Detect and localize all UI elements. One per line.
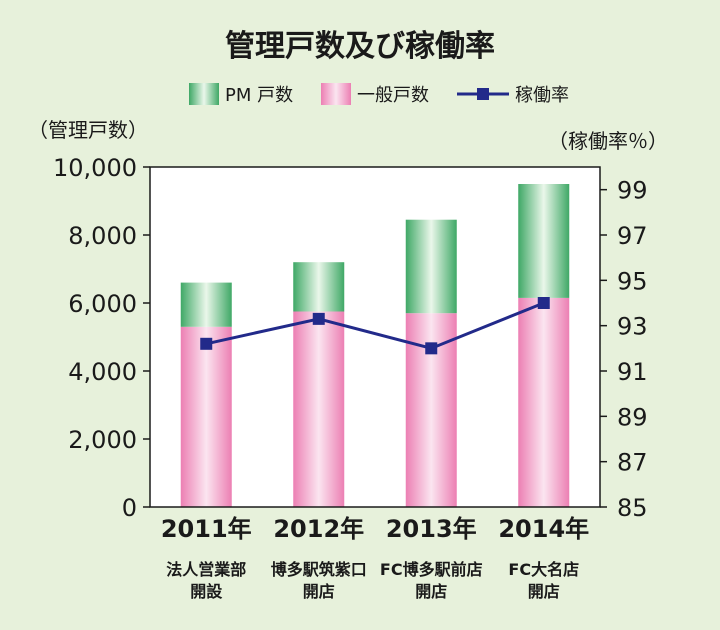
y-axis-left-label: （管理戸数） — [28, 118, 148, 142]
y-left-tick-label: 4,000 — [68, 358, 137, 386]
legend: PM 戸数 一般戸数 稼働率 — [189, 83, 569, 106]
x-category-sublabel: FC大名店 — [508, 560, 579, 579]
bar-general — [293, 311, 345, 507]
x-category-sublabel: 博多駅筑紫口 — [271, 560, 367, 579]
y-right-tick-label: 91 — [617, 358, 648, 386]
y-axis-right-ticks: 85 87 89 91 93 95 97 99 — [600, 177, 648, 522]
occupancy-line-layer — [200, 297, 550, 355]
y-right-tick-label: 89 — [617, 403, 648, 431]
bar-pm — [180, 282, 232, 327]
bar-general — [180, 326, 232, 507]
y-left-tick-label: 0 — [122, 494, 137, 522]
legend-occupancy-marker — [477, 88, 489, 100]
y-left-tick-label: 2,000 — [68, 426, 137, 454]
bar-general — [518, 297, 570, 507]
chart-title: 管理戸数及び稼働率 — [225, 29, 495, 64]
x-category-label: 2011年 — [161, 515, 252, 543]
y-left-tick-label: 8,000 — [68, 222, 137, 250]
x-category-sublabel: 開店 — [303, 582, 335, 601]
x-category-sublabel: 開店 — [528, 582, 560, 601]
x-category-sublabel: 法人営業部 — [166, 560, 246, 579]
y-right-tick-label: 95 — [617, 267, 648, 295]
legend-general-label: 一般戸数 — [357, 85, 429, 106]
legend-pm-swatch — [189, 83, 219, 105]
occupancy-point — [312, 312, 325, 325]
bar-pm — [293, 262, 345, 312]
occupancy-point — [425, 342, 438, 355]
legend-pm-label: PM 戸数 — [225, 85, 293, 106]
occupancy-line — [205, 301, 545, 350]
bars-layer — [180, 184, 570, 507]
y-left-tick-label: 6,000 — [68, 290, 137, 318]
y-right-tick-label: 85 — [617, 494, 648, 522]
legend-general-swatch — [321, 83, 351, 105]
x-axis-labels: 2011年法人営業部開設2012年博多駅筑紫口開店2013年FC博多駅前店開店2… — [161, 515, 589, 601]
x-category-label: 2014年 — [498, 515, 589, 543]
x-category-sublabel: 開店 — [415, 582, 447, 601]
y-axis-left-ticks: 0 2,000 4,000 6,000 8,000 10,000 — [53, 154, 150, 522]
bar-pm — [518, 184, 570, 298]
y-left-tick-label: 10,000 — [53, 154, 137, 182]
y-right-tick-label: 87 — [617, 449, 648, 477]
y-right-tick-label: 93 — [617, 313, 648, 341]
x-category-sublabel: FC博多駅前店 — [380, 560, 483, 579]
bar-pm — [405, 219, 457, 314]
y-right-tick-label: 97 — [617, 222, 648, 250]
legend-occupancy-label: 稼働率 — [515, 85, 569, 106]
y-right-tick-label: 99 — [617, 177, 648, 205]
occupancy-point — [537, 297, 550, 309]
x-category-sublabel: 開設 — [190, 582, 223, 601]
occupancy-point — [200, 337, 213, 350]
plot-frame — [149, 166, 601, 508]
y-axis-right-label: （稼働率％） — [548, 129, 668, 153]
x-category-label: 2013年 — [386, 515, 477, 543]
x-category-label: 2012年 — [273, 515, 364, 543]
